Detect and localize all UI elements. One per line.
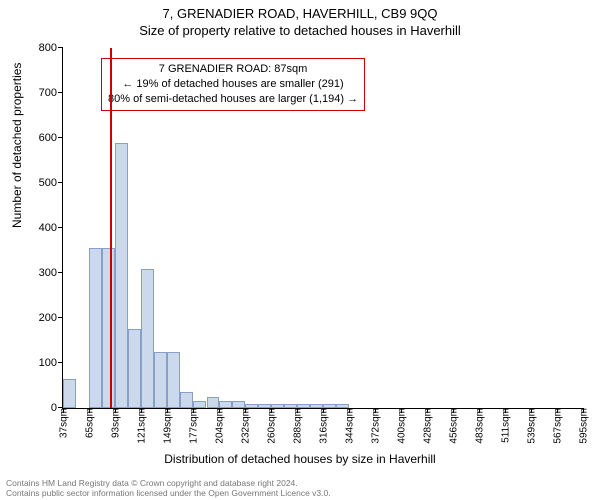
x-tick-label: 539sqm: [524, 408, 537, 444]
x-tick-label: 121sqm: [135, 408, 148, 444]
y-tick-label: 300: [39, 267, 63, 279]
x-tick-mark: [557, 408, 558, 413]
x-tick-label: 511sqm: [498, 408, 511, 443]
x-tick-mark: [89, 408, 90, 413]
y-tick-label: 600: [39, 132, 63, 144]
y-axis-label: Number of detached properties: [10, 63, 24, 228]
x-tick-label: 260sqm: [264, 408, 277, 444]
y-tick-mark: [58, 362, 63, 363]
x-tick-mark: [167, 408, 168, 413]
y-tick-label: 500: [39, 177, 63, 189]
histogram-bar: [219, 401, 232, 408]
x-tick-label: 400sqm: [395, 408, 408, 444]
histogram-bar: [128, 329, 141, 408]
x-tick-label: 483sqm: [472, 408, 485, 444]
x-tick-mark: [453, 408, 454, 413]
x-tick-label: 177sqm: [187, 408, 200, 444]
annotation-line1: 7 GRENADIER ROAD: 87sqm: [108, 62, 358, 77]
y-tick-label: 700: [39, 87, 63, 99]
x-tick-mark: [583, 408, 584, 413]
x-tick-mark: [63, 408, 64, 413]
histogram-bar: [63, 379, 76, 408]
histogram-bar: [89, 248, 102, 408]
x-tick-label: 595sqm: [577, 408, 590, 444]
x-tick-mark: [245, 408, 246, 413]
histogram-bar: [115, 143, 128, 409]
y-tick-label: 200: [39, 312, 63, 324]
x-tick-mark: [427, 408, 428, 413]
x-tick-label: 232sqm: [238, 408, 251, 444]
histogram-bar: [154, 352, 167, 408]
y-tick-mark: [58, 47, 63, 48]
histogram-bar: [167, 352, 180, 408]
x-tick-label: 428sqm: [421, 408, 434, 444]
x-tick-mark: [141, 408, 142, 413]
x-tick-mark: [531, 408, 532, 413]
x-axis-label: Distribution of detached houses by size …: [0, 452, 600, 466]
annotation-line2: ← 19% of detached houses are smaller (29…: [108, 77, 358, 92]
y-tick-label: 400: [39, 222, 63, 234]
x-tick-mark: [323, 408, 324, 413]
x-tick-label: 344sqm: [343, 408, 356, 444]
x-tick-label: 316sqm: [317, 408, 330, 444]
x-tick-mark: [375, 408, 376, 413]
chart-title-subtitle: Size of property relative to detached ho…: [0, 21, 600, 38]
x-tick-mark: [297, 408, 298, 413]
y-tick-mark: [58, 137, 63, 138]
x-tick-mark: [115, 408, 116, 413]
histogram-bar: [232, 401, 245, 408]
property-marker-line: [110, 48, 112, 408]
chart-container: 7, GRENADIER ROAD, HAVERHILL, CB9 9QQ Si…: [0, 0, 600, 500]
x-tick-label: 204sqm: [212, 408, 225, 444]
footer-line2: Contains public sector information licen…: [6, 488, 331, 498]
y-tick-label: 800: [39, 42, 63, 54]
chart-title-address: 7, GRENADIER ROAD, HAVERHILL, CB9 9QQ: [0, 0, 600, 21]
histogram-bar: [180, 392, 193, 408]
x-tick-mark: [401, 408, 402, 413]
y-tick-mark: [58, 317, 63, 318]
histogram-bar: [207, 397, 219, 408]
x-tick-label: 149sqm: [161, 408, 174, 444]
x-tick-mark: [479, 408, 480, 413]
x-tick-mark: [193, 408, 194, 413]
annotation-line3: 80% of semi-detached houses are larger (…: [108, 92, 358, 107]
y-tick-mark: [58, 92, 63, 93]
footer-attribution: Contains HM Land Registry data © Crown c…: [6, 478, 331, 498]
y-tick-mark: [58, 272, 63, 273]
plot-area: 7 GRENADIER ROAD: 87sqm ← 19% of detache…: [62, 48, 583, 409]
x-tick-label: 288sqm: [290, 408, 303, 444]
x-tick-mark: [505, 408, 506, 413]
y-tick-mark: [58, 182, 63, 183]
annotation-box: 7 GRENADIER ROAD: 87sqm ← 19% of detache…: [101, 58, 365, 111]
x-tick-mark: [271, 408, 272, 413]
x-tick-mark: [349, 408, 350, 413]
histogram-bar: [193, 401, 206, 408]
y-tick-mark: [58, 227, 63, 228]
x-tick-mark: [219, 408, 220, 413]
x-tick-label: 372sqm: [369, 408, 382, 444]
x-tick-label: 567sqm: [550, 408, 563, 444]
histogram-bar: [141, 269, 154, 409]
y-tick-label: 100: [39, 357, 63, 369]
x-tick-label: 456sqm: [447, 408, 460, 444]
footer-line1: Contains HM Land Registry data © Crown c…: [6, 478, 331, 488]
